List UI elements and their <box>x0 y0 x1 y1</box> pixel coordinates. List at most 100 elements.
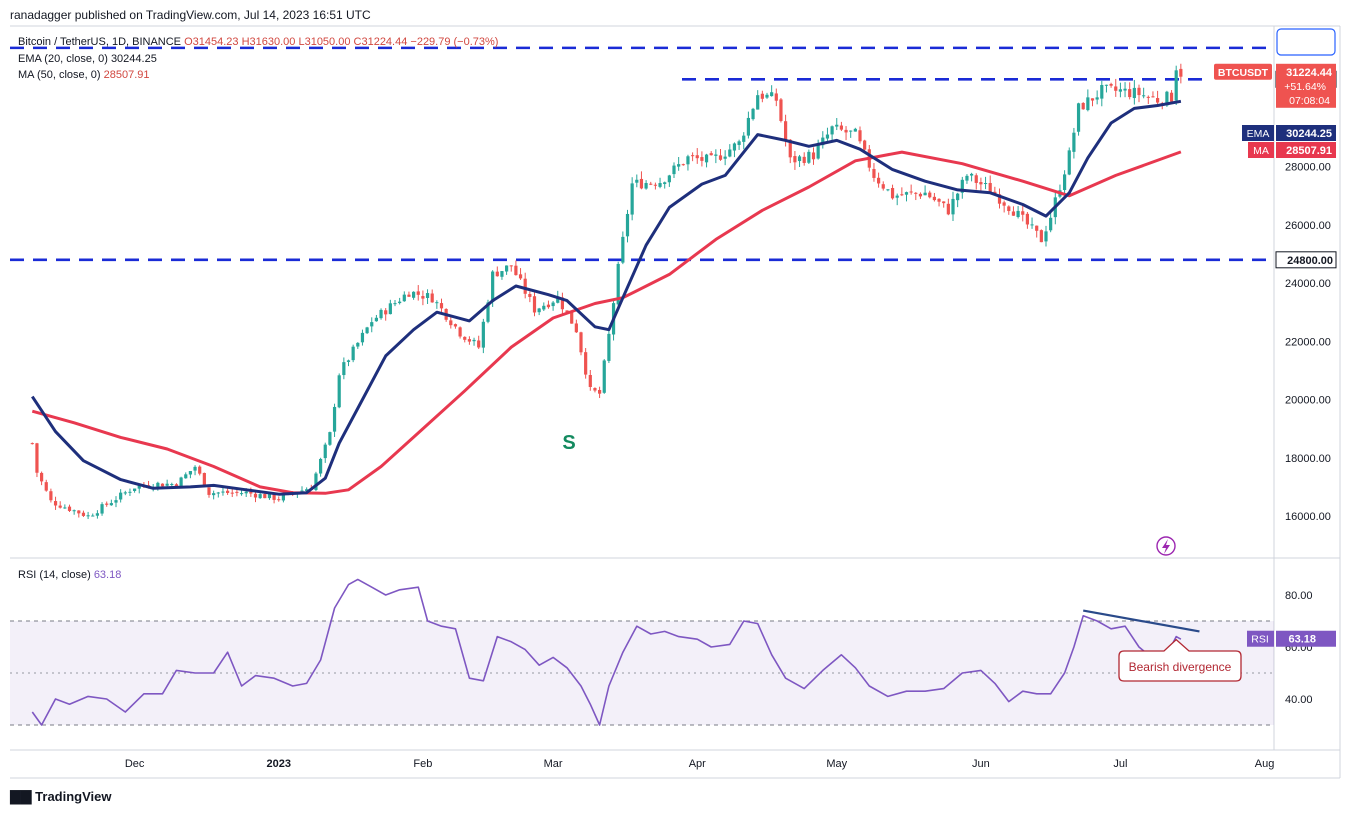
candle-body <box>188 471 192 475</box>
candle-body <box>133 488 137 492</box>
divergence-trendline <box>1083 609 1200 633</box>
candle-body <box>807 151 811 163</box>
candle-body <box>718 155 723 160</box>
candle-body <box>932 196 936 201</box>
candle-body <box>742 135 746 142</box>
candle-body <box>388 303 392 315</box>
candle-body <box>1007 206 1011 212</box>
candle-body <box>588 374 592 387</box>
rsi-legend-label: RSI (14, close) <box>18 569 91 581</box>
time-tick-label: Mar <box>544 758 563 770</box>
candle-body <box>532 296 537 313</box>
candle-body <box>565 310 569 313</box>
candle-body <box>77 510 81 514</box>
ema-value-bg <box>1276 125 1336 141</box>
tradingview-logo[interactable]: ▇▇ TradingView <box>10 788 112 804</box>
candle-body <box>858 130 862 142</box>
candle-body <box>323 444 327 459</box>
candle-body <box>477 340 481 348</box>
candle-body <box>384 310 388 315</box>
candle-body <box>732 143 737 151</box>
candle-body <box>895 195 899 198</box>
candle-body <box>942 201 946 204</box>
candle-body <box>881 184 885 189</box>
candle-body <box>1030 224 1034 226</box>
scale-mode-box[interactable] <box>1276 28 1336 56</box>
candle-body <box>988 182 992 193</box>
candle-body <box>114 500 118 503</box>
candle-body <box>570 310 574 324</box>
candle-body <box>221 491 225 493</box>
candle-body <box>365 327 369 334</box>
candle-body <box>1011 211 1016 216</box>
candle-body <box>1039 230 1043 243</box>
candle-body <box>170 484 174 486</box>
candle-body <box>709 153 713 156</box>
candle-body <box>370 322 374 327</box>
candle-body <box>551 302 555 307</box>
candle-body <box>653 184 657 186</box>
candle-body <box>319 458 323 474</box>
candle-body <box>890 187 895 199</box>
last-price-change: +51.64% <box>1284 81 1326 93</box>
candle-body <box>463 336 467 340</box>
candle-body <box>412 291 416 298</box>
candle-body <box>253 493 258 498</box>
candle-body <box>425 293 430 298</box>
candle-body <box>258 494 262 499</box>
candle-body <box>825 134 830 139</box>
candle-body <box>956 193 960 201</box>
candle-body <box>165 483 169 486</box>
candle-body <box>667 175 671 183</box>
candle-body <box>198 466 202 474</box>
candle-body <box>900 194 904 196</box>
candle-body <box>672 165 676 175</box>
candle-body <box>737 141 741 145</box>
rsi-tick-label: 80.00 <box>1285 590 1313 602</box>
candle-body <box>1002 202 1006 206</box>
candle-body <box>1156 98 1160 103</box>
candle-body <box>528 294 532 297</box>
candle-body <box>788 139 792 158</box>
candle-body <box>495 271 499 277</box>
symbol-name: Bitcoin / TetherUS, 1D, BINANCE <box>18 36 182 48</box>
candle-body <box>983 183 988 185</box>
candle-body <box>226 490 230 494</box>
candle-body <box>407 294 411 297</box>
bearish-divergence-label: Bearish divergence <box>1129 660 1232 674</box>
ma-tag: MA <box>1253 145 1269 157</box>
candle-body <box>1021 211 1025 215</box>
candle-body <box>509 265 513 267</box>
candle-body <box>281 494 285 501</box>
symbol-tag-bg <box>1214 63 1272 80</box>
candle-body <box>472 339 476 342</box>
lightning-icon[interactable] <box>1156 536 1176 556</box>
ma-legend-value: 28507.91 <box>103 69 150 81</box>
rsi-tag-bg <box>1247 630 1274 647</box>
candle-body <box>379 309 383 319</box>
candle-body <box>946 203 950 215</box>
bearish-divergence-callout <box>1118 638 1242 682</box>
candle-body <box>328 432 332 445</box>
candle-body <box>1035 225 1039 231</box>
candle-body <box>63 507 67 509</box>
candle-body <box>1072 132 1076 152</box>
candle-body <box>923 192 927 196</box>
candle-body <box>67 506 72 511</box>
candle-body <box>839 125 843 130</box>
candle-body <box>542 305 546 310</box>
candle-body <box>277 499 281 501</box>
rsi-tag: RSI <box>1251 634 1269 646</box>
candle-body <box>505 265 509 272</box>
candle-body <box>439 303 444 309</box>
candle-body <box>965 175 969 181</box>
candle-body <box>835 124 839 127</box>
rsi-legend: RSI (14, close) 63.18 <box>18 569 121 581</box>
candle-body <box>937 198 941 202</box>
candle-body <box>514 265 518 276</box>
time-tick-label: Feb <box>413 758 432 770</box>
candle-body <box>1123 88 1127 91</box>
candle-body <box>235 491 239 493</box>
candle-body <box>500 271 504 277</box>
candle-body <box>909 191 913 193</box>
